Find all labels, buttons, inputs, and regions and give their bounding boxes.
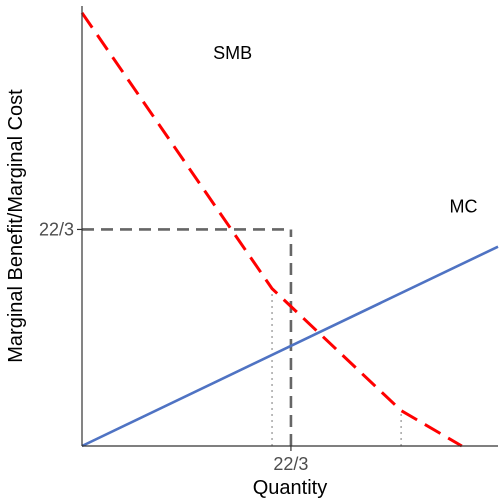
x-axis-label: Quantity	[253, 477, 327, 499]
series-line-mc	[81, 245, 499, 448]
x-tick-label-0: 22/3	[273, 454, 308, 474]
tick-marks: 22/3 22/3	[39, 219, 309, 474]
series-line-smb	[80, 11, 463, 448]
annotation-smb: SMB	[213, 43, 252, 63]
annotation-mc: MC	[450, 197, 478, 217]
plot-area: SMB MC	[80, 11, 499, 448]
y-axis-label: Marginal Benefit/Marginal Cost	[5, 89, 27, 363]
y-tick-label-0: 22/3	[39, 219, 74, 239]
